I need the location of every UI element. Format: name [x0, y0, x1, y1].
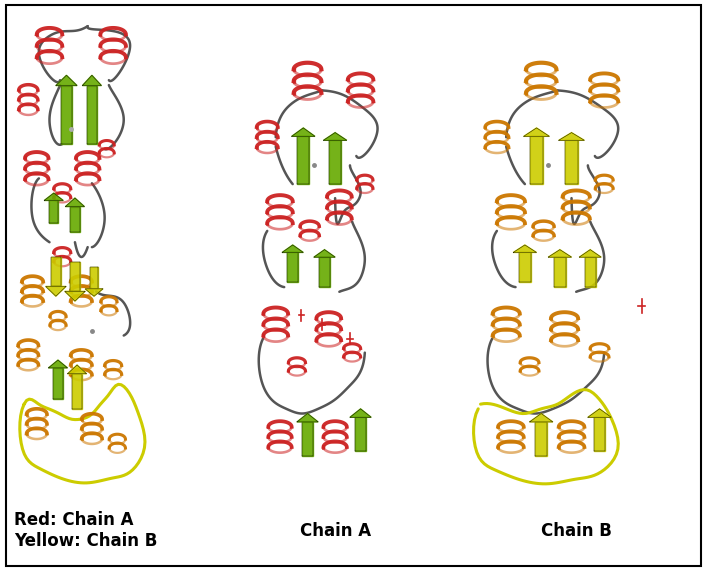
Polygon shape [579, 250, 601, 257]
Polygon shape [85, 289, 103, 296]
Polygon shape [554, 257, 566, 287]
Text: Red: Chain A: Red: Chain A [14, 511, 134, 529]
Polygon shape [70, 262, 80, 291]
Polygon shape [594, 417, 605, 451]
Polygon shape [282, 245, 303, 252]
Polygon shape [524, 128, 549, 136]
Polygon shape [530, 136, 543, 184]
Text: Chain A: Chain A [300, 522, 371, 541]
Polygon shape [585, 257, 595, 287]
Polygon shape [565, 140, 578, 184]
Polygon shape [588, 409, 611, 417]
Polygon shape [314, 250, 335, 257]
Polygon shape [287, 252, 298, 283]
Polygon shape [513, 245, 537, 252]
Polygon shape [51, 257, 61, 287]
Polygon shape [356, 417, 366, 451]
Polygon shape [68, 365, 86, 374]
Polygon shape [297, 413, 318, 422]
Polygon shape [559, 132, 585, 140]
Polygon shape [46, 287, 66, 296]
Polygon shape [72, 374, 82, 409]
Polygon shape [53, 368, 63, 399]
Polygon shape [324, 132, 347, 140]
Polygon shape [298, 136, 309, 184]
Polygon shape [535, 422, 547, 456]
Polygon shape [61, 86, 72, 144]
Polygon shape [82, 75, 102, 86]
Text: Yellow: Chain B: Yellow: Chain B [14, 532, 158, 550]
Polygon shape [548, 250, 571, 257]
Polygon shape [70, 207, 80, 232]
Polygon shape [90, 267, 98, 289]
Polygon shape [66, 198, 85, 207]
Polygon shape [519, 252, 531, 283]
Polygon shape [303, 422, 313, 456]
Polygon shape [48, 360, 67, 368]
Polygon shape [87, 86, 97, 144]
Polygon shape [56, 75, 77, 86]
Polygon shape [329, 140, 341, 184]
Polygon shape [320, 257, 330, 287]
Polygon shape [65, 291, 85, 301]
Text: Chain B: Chain B [541, 522, 612, 541]
Polygon shape [530, 413, 553, 422]
Polygon shape [44, 193, 64, 200]
Polygon shape [350, 409, 371, 417]
Polygon shape [291, 128, 315, 136]
Polygon shape [49, 200, 59, 223]
